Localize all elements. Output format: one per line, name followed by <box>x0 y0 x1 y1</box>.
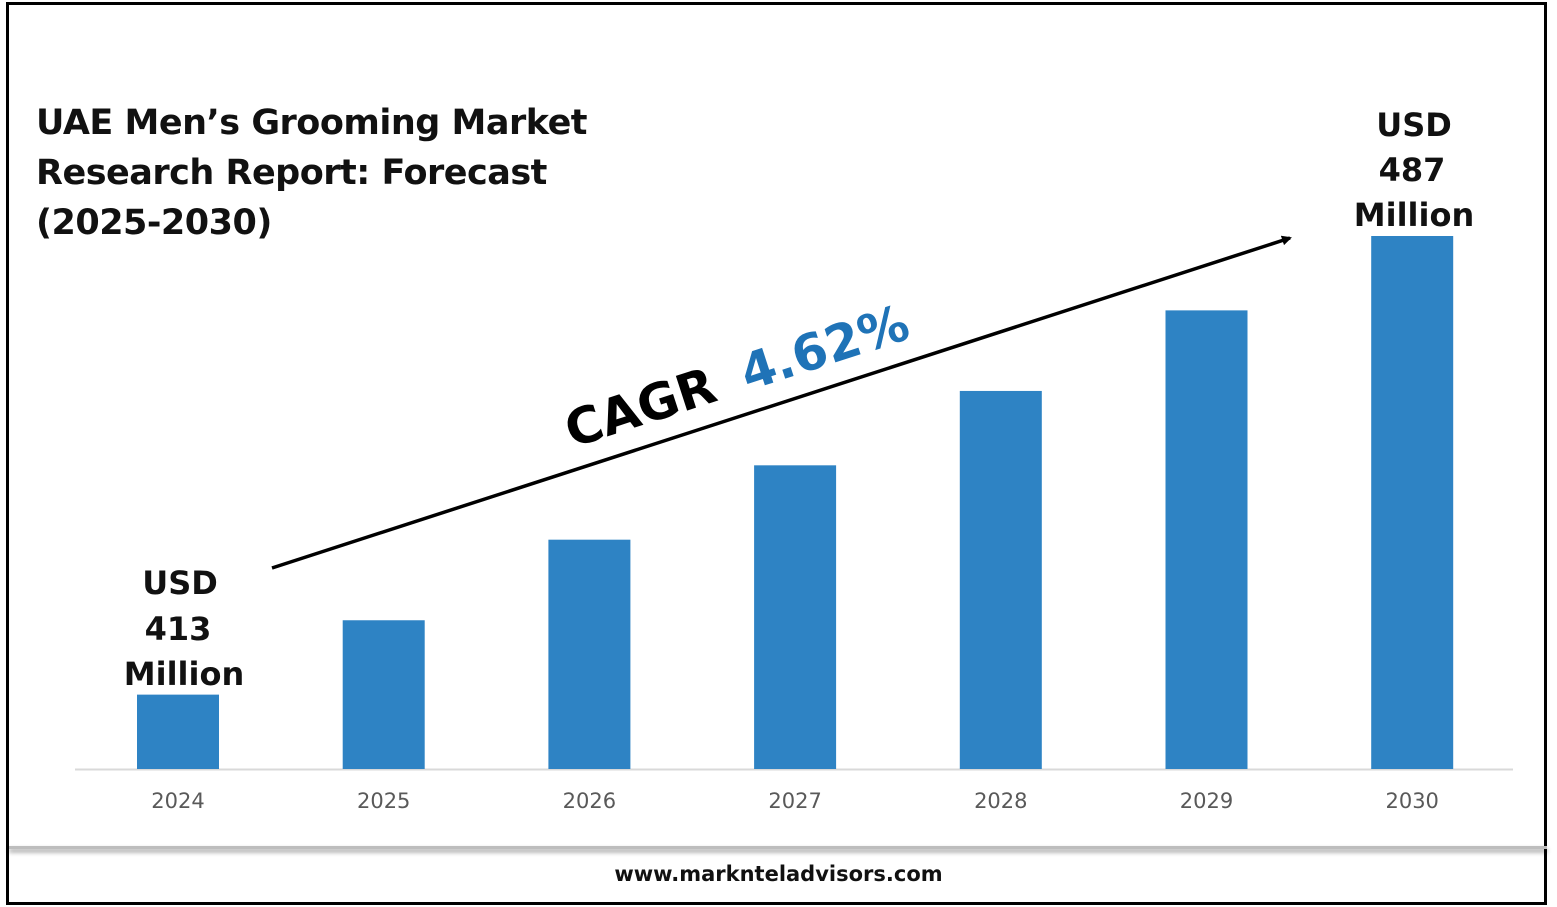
x-tick-label-2029: 2029 <box>1180 789 1233 813</box>
end-value-label: USD 487 Million <box>1354 106 1474 234</box>
cagr-label: CAGR <box>558 356 723 459</box>
end-label-line-1: USD <box>1376 106 1452 144</box>
start-value-label: USD 413 Million <box>124 564 244 693</box>
bar-2028 <box>959 390 1042 769</box>
x-tick-label-2024: 2024 <box>151 789 204 813</box>
start-label-line-3: Million <box>124 655 244 693</box>
x-tick-label-2025: 2025 <box>357 789 410 813</box>
start-label-line-2: 413 <box>145 610 212 648</box>
x-tick-label-2027: 2027 <box>768 789 821 813</box>
bar-2027 <box>754 465 837 769</box>
bar-2024 <box>137 694 219 769</box>
title-line-3: (2025-2030) <box>36 203 272 243</box>
bar-2029 <box>1165 310 1248 769</box>
x-tick-label-2028: 2028 <box>974 789 1027 813</box>
bar-2025 <box>342 620 425 769</box>
start-label-line-1: USD <box>142 564 218 602</box>
chart-title: UAE Men’s Grooming Market Research Repor… <box>36 98 588 248</box>
end-label-line-3: Million <box>1354 196 1474 234</box>
title-line-2: Research Report: Forecast <box>36 153 547 193</box>
x-tick-label-2030: 2030 <box>1385 789 1438 813</box>
cagr-value: 4.62% <box>733 294 916 403</box>
footer-divider <box>9 846 1547 849</box>
bar-2026 <box>548 539 631 769</box>
x-tick-label-2026: 2026 <box>563 789 616 813</box>
bar-2030 <box>1371 236 1454 769</box>
title-line-1: UAE Men’s Grooming Market <box>36 103 588 143</box>
cagr-arrow <box>271 235 1292 570</box>
footer-website: www.marknteladvisors.com <box>614 862 943 886</box>
end-label-line-2: 487 <box>1379 151 1446 189</box>
